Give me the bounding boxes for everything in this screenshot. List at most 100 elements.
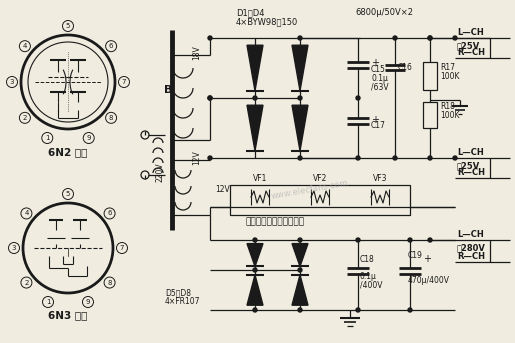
Text: 8: 8 bbox=[109, 115, 113, 121]
Circle shape bbox=[298, 96, 302, 100]
Polygon shape bbox=[247, 244, 263, 267]
Text: 470μ/400V: 470μ/400V bbox=[408, 276, 450, 285]
Polygon shape bbox=[292, 105, 308, 151]
Text: B: B bbox=[164, 85, 172, 95]
Text: ＋280V: ＋280V bbox=[457, 243, 486, 252]
Text: C17: C17 bbox=[371, 121, 386, 130]
Text: R18: R18 bbox=[440, 102, 455, 111]
Text: 三个电子管灯丝串联供电: 三个电子管灯丝串联供电 bbox=[245, 217, 304, 226]
Circle shape bbox=[208, 156, 212, 160]
Text: 220V: 220V bbox=[156, 162, 164, 182]
Text: L—CH: L—CH bbox=[457, 148, 484, 157]
Text: 6: 6 bbox=[107, 211, 112, 216]
Text: /63V: /63V bbox=[371, 82, 389, 91]
Circle shape bbox=[356, 156, 360, 160]
Text: 6N3 管脚: 6N3 管脚 bbox=[48, 310, 88, 320]
Circle shape bbox=[253, 268, 257, 272]
Text: 8: 8 bbox=[107, 280, 112, 286]
Text: 12V: 12V bbox=[192, 150, 201, 165]
Polygon shape bbox=[247, 105, 263, 151]
Polygon shape bbox=[247, 275, 263, 305]
Circle shape bbox=[408, 238, 412, 242]
Text: 1: 1 bbox=[45, 135, 49, 141]
Bar bbox=[423, 102, 437, 128]
Text: L—CH: L—CH bbox=[457, 28, 484, 37]
Text: 18V: 18V bbox=[192, 45, 201, 60]
Text: R17: R17 bbox=[440, 63, 455, 72]
Text: 7: 7 bbox=[122, 79, 126, 85]
Text: www.elecfans.com: www.elecfans.com bbox=[270, 179, 349, 201]
Circle shape bbox=[298, 156, 302, 160]
Polygon shape bbox=[292, 45, 308, 91]
Text: 2: 2 bbox=[23, 115, 27, 121]
Text: C15: C15 bbox=[371, 65, 386, 74]
Text: 4: 4 bbox=[24, 211, 29, 216]
Circle shape bbox=[453, 156, 457, 160]
Text: L—CH: L—CH bbox=[457, 230, 484, 239]
Text: C19: C19 bbox=[408, 251, 423, 260]
Circle shape bbox=[428, 36, 432, 40]
Text: 3: 3 bbox=[10, 79, 14, 85]
Text: D1～D4: D1～D4 bbox=[236, 8, 265, 17]
Text: +: + bbox=[423, 254, 431, 264]
Text: +: + bbox=[371, 58, 379, 68]
Polygon shape bbox=[247, 45, 263, 91]
Text: 4×BYW98－150: 4×BYW98－150 bbox=[236, 17, 298, 26]
Circle shape bbox=[453, 36, 457, 40]
Text: R—CH: R—CH bbox=[457, 168, 485, 177]
Polygon shape bbox=[292, 275, 308, 305]
Text: 6: 6 bbox=[109, 43, 113, 49]
Text: 9: 9 bbox=[85, 299, 90, 305]
Circle shape bbox=[298, 308, 302, 312]
Text: ＋25V: ＋25V bbox=[457, 161, 480, 170]
Circle shape bbox=[356, 96, 360, 100]
Text: C18: C18 bbox=[360, 255, 375, 264]
Text: 6800μ/50V×2: 6800μ/50V×2 bbox=[355, 8, 413, 17]
Circle shape bbox=[408, 308, 412, 312]
Text: 4×FR107: 4×FR107 bbox=[165, 297, 200, 306]
Text: C16: C16 bbox=[398, 63, 413, 72]
Text: 7: 7 bbox=[120, 245, 124, 251]
Text: 6N2 管脚: 6N2 管脚 bbox=[48, 147, 88, 157]
Text: 5: 5 bbox=[66, 23, 70, 29]
Bar bbox=[230, 185, 410, 215]
Text: 3: 3 bbox=[12, 245, 16, 251]
Text: 0.1μ: 0.1μ bbox=[371, 74, 388, 83]
Text: 2: 2 bbox=[24, 280, 29, 286]
Circle shape bbox=[428, 36, 432, 40]
Text: +: + bbox=[371, 115, 379, 125]
Text: 5: 5 bbox=[66, 191, 70, 197]
Text: 4: 4 bbox=[23, 43, 27, 49]
Circle shape bbox=[393, 156, 397, 160]
Circle shape bbox=[428, 156, 432, 160]
Circle shape bbox=[356, 238, 360, 242]
Circle shape bbox=[253, 308, 257, 312]
Text: /400V: /400V bbox=[360, 280, 383, 289]
Text: －25V: －25V bbox=[457, 41, 480, 50]
Text: VF3: VF3 bbox=[373, 174, 387, 183]
Circle shape bbox=[298, 36, 302, 40]
Text: VF2: VF2 bbox=[313, 174, 327, 183]
Circle shape bbox=[428, 238, 432, 242]
Text: 100K: 100K bbox=[440, 111, 459, 120]
Circle shape bbox=[208, 36, 212, 40]
Text: 12V: 12V bbox=[215, 185, 230, 194]
Text: 1: 1 bbox=[46, 299, 50, 305]
Circle shape bbox=[356, 308, 360, 312]
Circle shape bbox=[298, 268, 302, 272]
Circle shape bbox=[393, 36, 397, 40]
Polygon shape bbox=[292, 244, 308, 267]
Circle shape bbox=[253, 238, 257, 242]
Text: 9: 9 bbox=[87, 135, 91, 141]
Text: 0.1μ: 0.1μ bbox=[360, 272, 377, 281]
Circle shape bbox=[208, 96, 212, 100]
Circle shape bbox=[208, 96, 212, 100]
Text: R—CH: R—CH bbox=[457, 252, 485, 261]
Text: R—CH: R—CH bbox=[457, 48, 485, 57]
Text: VF1: VF1 bbox=[253, 174, 267, 183]
Circle shape bbox=[298, 238, 302, 242]
Bar bbox=[423, 62, 437, 90]
Text: D5～D8: D5～D8 bbox=[165, 288, 191, 297]
Text: 100K: 100K bbox=[440, 72, 459, 81]
Circle shape bbox=[253, 96, 257, 100]
